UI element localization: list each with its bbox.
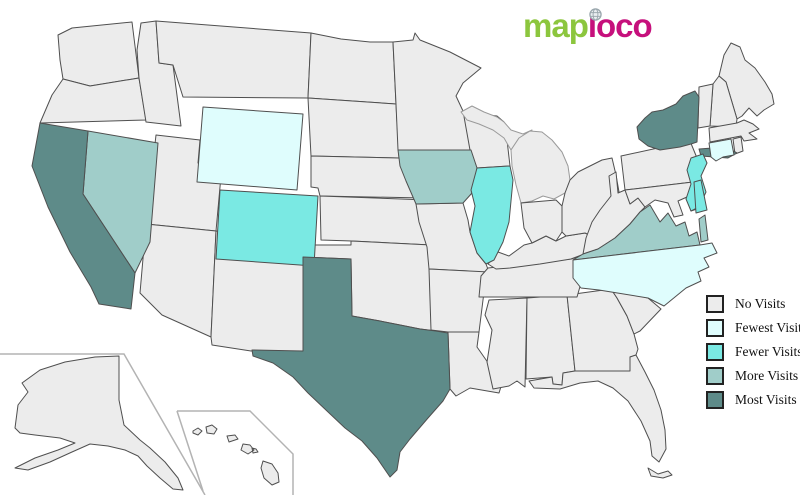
maploco-logo[interactable]: map loco — [523, 6, 653, 46]
state-maine — [718, 42, 775, 120]
legend-swatch — [706, 343, 724, 361]
legend-item: Fewest Visits — [706, 319, 800, 337]
state-arizona — [139, 223, 217, 338]
state-south-dakota — [307, 97, 400, 159]
state-montana — [155, 20, 312, 99]
state-connecticut — [708, 138, 735, 162]
globe-icon — [589, 8, 602, 21]
state-colorado — [215, 189, 319, 267]
state-alaska — [14, 355, 184, 491]
alaska-inset-frame — [0, 353, 206, 495]
legend-label: Most Visits — [735, 392, 797, 407]
state-florida-keys — [647, 467, 673, 479]
legend-item: Most Visits — [706, 391, 800, 409]
state-north-dakota — [307, 32, 397, 105]
state-vermont — [697, 83, 714, 129]
hawaii-inset-frame — [176, 410, 294, 495]
legend-label: Fewest Visits — [735, 320, 800, 335]
state-massachusetts — [708, 119, 760, 143]
state-virginia — [572, 204, 701, 261]
legend-swatch — [706, 319, 724, 337]
legend: No Visits Fewest Visits Fewer Visits Mor… — [706, 295, 800, 415]
state-rhode-island — [732, 136, 744, 155]
state-washington — [57, 21, 140, 87]
state-south-carolina — [610, 288, 662, 335]
state-hawaii — [192, 424, 280, 486]
state-virginia-eastern-shore — [698, 214, 709, 243]
legend-label: Fewer Visits — [735, 344, 800, 359]
state-illinois — [469, 165, 514, 265]
state-mississippi — [484, 297, 528, 390]
logo-text-map: map — [523, 7, 589, 44]
logo-text-loco: loco — [587, 7, 653, 44]
legend-item: Fewer Visits — [706, 343, 800, 361]
state-michigan — [510, 130, 571, 204]
state-alabama — [525, 294, 576, 386]
legend-swatch — [706, 367, 724, 385]
state-iowa — [397, 149, 478, 205]
state-wyoming — [196, 106, 304, 191]
legend-item: No Visits — [706, 295, 800, 313]
state-indiana — [520, 199, 563, 244]
state-california — [31, 122, 136, 310]
legend-item: More Visits — [706, 367, 800, 385]
state-new-york — [636, 90, 700, 151]
state-delaware — [693, 179, 708, 214]
legend-label: More Visits — [735, 368, 799, 383]
legend-swatch — [706, 391, 724, 409]
state-arkansas — [428, 268, 490, 333]
state-florida — [528, 354, 667, 463]
state-kansas — [319, 195, 432, 246]
legend-swatch — [706, 295, 724, 313]
state-texas — [251, 256, 451, 478]
state-north-carolina — [572, 242, 718, 307]
legend-label: No Visits — [735, 296, 786, 311]
